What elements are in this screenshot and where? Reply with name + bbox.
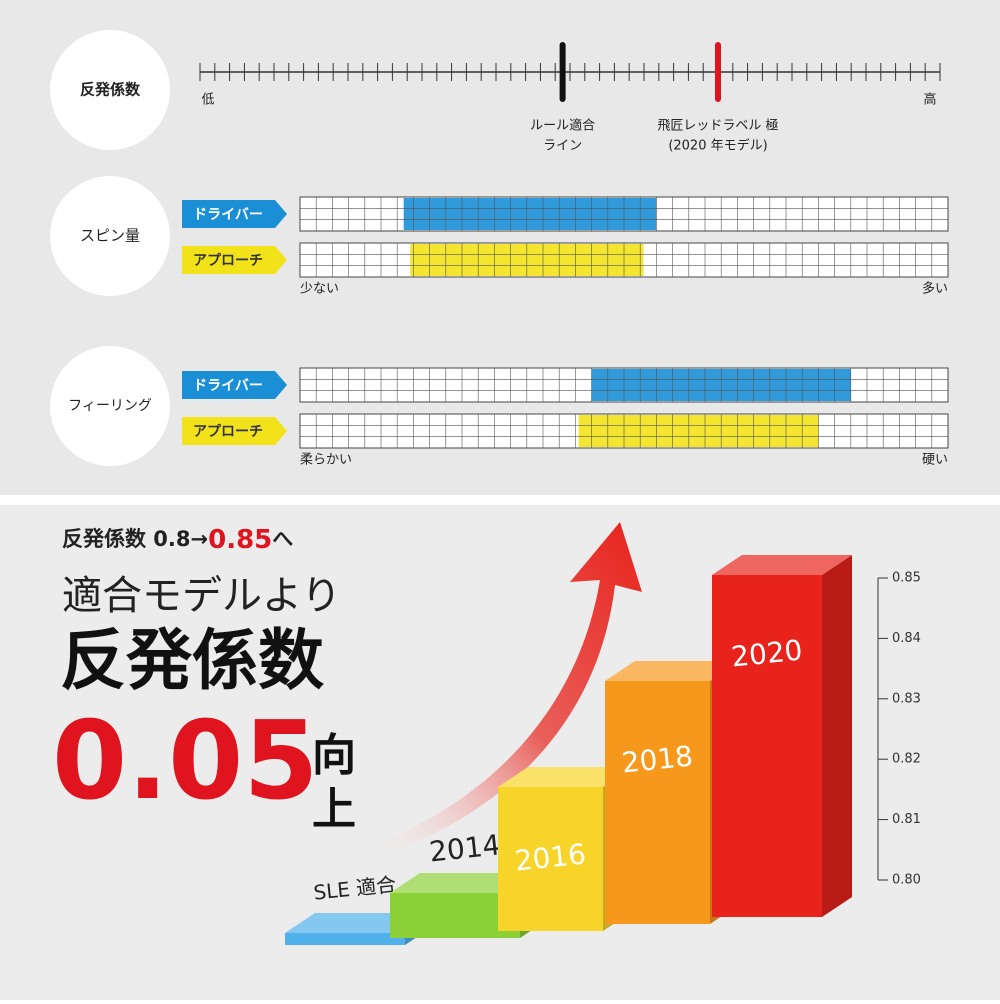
- label-circle: [50, 346, 170, 466]
- headline-verb: 上: [312, 784, 356, 835]
- bar-top-shade: [605, 661, 740, 681]
- bar-top-shade: [712, 555, 852, 575]
- bar-label: 2016: [513, 837, 587, 877]
- grid-low: 少ない: [300, 282, 339, 297]
- grid-high: 多い: [922, 281, 948, 297]
- y-tick-label: 0.85: [892, 571, 921, 586]
- marker-label: (2020 年モデル): [668, 138, 767, 154]
- headline-line2: 適合モデルより: [62, 573, 341, 619]
- row-label: 反発係数: [80, 81, 141, 99]
- bar-label: 2020: [730, 633, 804, 673]
- bar-side-shade: [822, 555, 852, 917]
- y-tick-label: 0.83: [892, 691, 921, 706]
- row-tag-label: ドライバー: [193, 207, 263, 223]
- headline-line3: 反発係数: [60, 622, 324, 699]
- row-tag-label: ドライバー: [193, 378, 263, 394]
- headline-suffix: へ: [272, 527, 293, 551]
- rise-arrow: [360, 522, 642, 860]
- range-bar: [578, 415, 819, 447]
- bar-side: [822, 555, 852, 917]
- headline-prefix: 反発係数 0.8→: [62, 527, 208, 551]
- marker-label: 飛匠レッドラベル 極: [657, 118, 778, 134]
- headline-highlight: 0.85: [208, 525, 272, 555]
- grid-high: 硬い: [922, 453, 948, 468]
- bar-front: [498, 787, 603, 931]
- label-circle: [50, 30, 170, 150]
- bar-label: 2014: [428, 828, 502, 868]
- bar-top: [712, 555, 852, 575]
- scale-low: 低: [201, 93, 214, 108]
- marker-label: ルール適合: [530, 118, 595, 134]
- headline-verb: 向: [312, 730, 356, 781]
- headline-amount: 0.05: [52, 699, 318, 824]
- bar-top: [498, 767, 633, 787]
- row-tag-label: アプローチ: [193, 424, 263, 440]
- row-tag: [182, 371, 287, 399]
- grid-low: 柔らかい: [300, 453, 352, 468]
- scale-high: 高: [923, 92, 936, 108]
- range-bar: [403, 198, 657, 230]
- row-tag-label: アプローチ: [193, 253, 263, 269]
- bar-top: [605, 661, 740, 681]
- row-tag: [182, 200, 287, 228]
- row-tag: [182, 417, 287, 445]
- row-label: スピン量: [80, 227, 140, 245]
- bar-front: [285, 933, 405, 945]
- row-tag: [182, 246, 287, 274]
- bar-top-shade: [498, 767, 633, 787]
- bar-front: [605, 681, 710, 924]
- headline-intro: 反発係数 0.8→0.85へ: [62, 525, 293, 555]
- bar-label: 2018: [620, 739, 694, 779]
- row-label: フィーリング: [68, 398, 152, 414]
- y-tick-label: 0.82: [892, 752, 921, 767]
- y-tick-label: 0.84: [892, 631, 921, 646]
- marker-label: ライン: [543, 139, 582, 154]
- bar-front: [712, 575, 822, 917]
- y-tick-label: 0.81: [892, 812, 921, 827]
- y-tick-label: 0.80: [892, 873, 921, 888]
- label-circle: [50, 176, 170, 296]
